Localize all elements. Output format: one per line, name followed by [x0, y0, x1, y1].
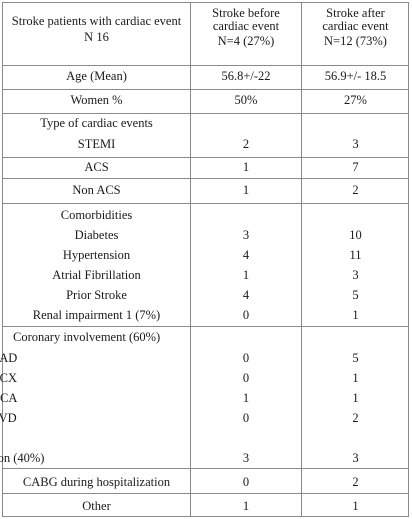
column-divider: [301, 3, 302, 516]
cell-age-before: 56.8+/-22: [221, 69, 271, 83]
row-divider: [3, 113, 408, 114]
header-col2-line1: Stroke before: [212, 6, 280, 20]
header-col2-line2: cardiac event: [212, 19, 280, 33]
header-col1: Stroke patients with cardiac event N 16: [11, 14, 182, 44]
row-label-non-coronary: Non (40%): [0, 451, 45, 465]
header-col3-line2: cardiac event: [322, 19, 389, 33]
cell-lcx-after: 1: [352, 371, 359, 385]
cell-prior-stroke-after: 5: [352, 288, 359, 302]
row-label-3vd: 3VD: [0, 411, 17, 425]
row-label-age: Age (Mean): [66, 69, 127, 83]
cell-rca-before: 1: [242, 391, 250, 405]
row-label-prior-stroke: Prior Stroke: [66, 288, 127, 302]
row-label-non-acs: Non ACS: [72, 183, 121, 197]
row-label-diabetes: Diabetes: [74, 228, 119, 242]
cell-hypertension-before: 4: [242, 248, 250, 262]
header-col3-line1: Stroke after: [326, 6, 385, 20]
row-divider: [3, 203, 408, 204]
cell-non-coronary-before: 3: [242, 451, 250, 465]
header-col3-line3: N=12 (73%): [324, 34, 387, 48]
cell-af-before: 1: [242, 268, 250, 282]
cell-3vd-after: 2: [352, 411, 359, 425]
row-label-acs: ACS: [84, 160, 109, 174]
cell-hypertension-after: 11: [349, 248, 362, 262]
cell-renal-after: 1: [352, 308, 359, 322]
cell-stemi-before: 2: [242, 137, 250, 151]
cell-other-after: 1: [352, 499, 359, 513]
cell-non-acs-after: 2: [352, 183, 359, 197]
section-title-comorbidities: Comorbidities: [60, 208, 133, 222]
cell-acs-before: 1: [242, 160, 250, 174]
row-label-hypertension: Hypertension: [62, 248, 131, 262]
row-label-cabg: CABG during hospitalization: [22, 475, 171, 489]
cell-cabg-after: 2: [352, 475, 359, 489]
row-divider: [3, 326, 408, 327]
row-label-rca: RCA: [0, 391, 18, 405]
row-label-stemi: STEMI: [77, 137, 116, 151]
cell-other-before: 1: [242, 499, 250, 513]
row-divider: [3, 178, 408, 179]
cell-diabetes-before: 3: [242, 228, 250, 242]
section-title-coronary: Coronary involvement (60%): [13, 330, 161, 344]
row-divider: [3, 65, 408, 66]
cell-women-after: 27%: [344, 93, 367, 107]
row-label-other: Other: [82, 499, 111, 513]
row-divider: [3, 157, 408, 158]
cell-acs-after: 7: [352, 160, 359, 174]
cell-rca-after: 1: [352, 391, 359, 405]
header-col2-line3: N=4 (27%): [217, 34, 275, 48]
cell-non-acs-before: 1: [242, 183, 250, 197]
cell-renal-before: 0: [242, 308, 250, 322]
row-label-renal: Renal impairment 1 (7%): [32, 308, 161, 322]
cell-cabg-before: 0: [242, 475, 250, 489]
cell-diabetes-after: 10: [349, 228, 362, 242]
cell-stemi-after: 3: [352, 137, 359, 151]
row-divider: [3, 468, 408, 469]
row-label-atrial-fibrillation: Atrial Fibrillation: [52, 268, 141, 282]
cell-prior-stroke-before: 4: [242, 288, 250, 302]
cell-lad-before: 0: [242, 351, 250, 365]
row-label-women: Women %: [70, 93, 123, 107]
cell-lad-after: 5: [352, 351, 359, 365]
cell-women-before: 50%: [234, 93, 258, 107]
column-divider: [190, 3, 191, 516]
section-title-cardiac: Type of cardiac events: [40, 116, 153, 130]
cell-af-after: 3: [352, 268, 359, 282]
row-label-lcx: LCX: [0, 371, 17, 385]
row-divider: [3, 493, 408, 494]
cell-non-coronary-after: 3: [352, 451, 359, 465]
cell-3vd-before: 0: [242, 411, 250, 425]
row-label-lad: LAD: [0, 351, 18, 365]
row-divider: [3, 89, 408, 90]
cell-lcx-before: 0: [242, 371, 250, 385]
cell-age-after: 56.9+/- 18.5: [324, 69, 387, 83]
